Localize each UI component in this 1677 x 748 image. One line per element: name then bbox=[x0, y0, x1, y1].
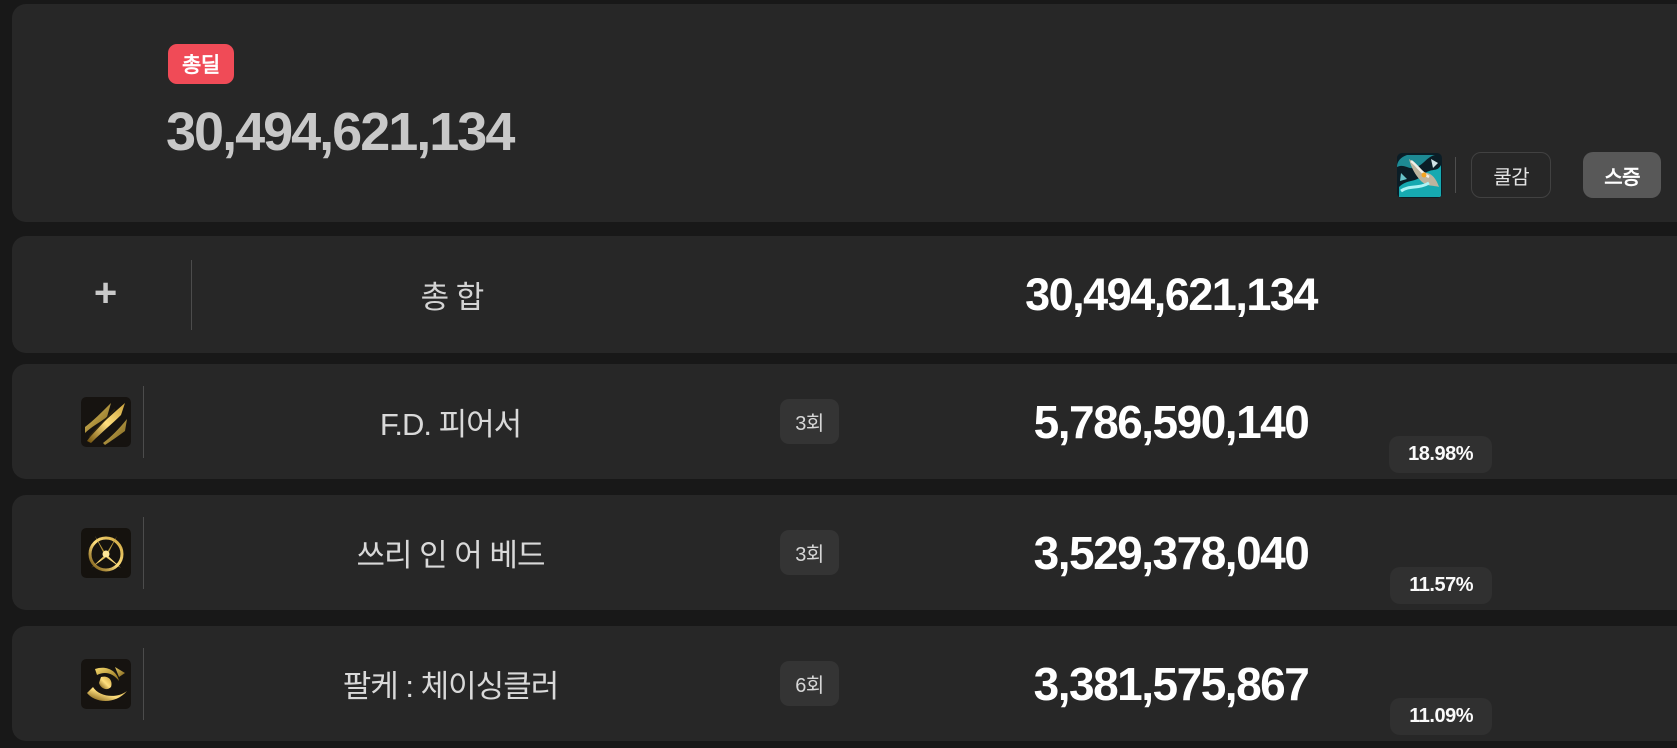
row-divider bbox=[143, 647, 144, 720]
cooldown-reduction-button[interactable]: 쿨감 bbox=[1471, 152, 1552, 198]
skill-row[interactable]: 팔케 : 체이싱클러 6회 3,381,575,867 11.09% bbox=[12, 626, 1677, 741]
row-divider bbox=[143, 516, 144, 589]
total-damage-badge: 총딜 bbox=[168, 44, 234, 84]
skill-name: 팔케 : 체이싱클러 bbox=[342, 669, 559, 704]
total-damage-panel: 총딜 30,494,621,134 쿨감 스증 bbox=[12, 4, 1677, 222]
expand-all-button[interactable]: + bbox=[86, 273, 117, 317]
damage-percent-badge: 11.09% bbox=[1390, 698, 1492, 735]
character-buff-icon[interactable] bbox=[1397, 152, 1443, 198]
total-damage-value: 30,494,621,134 bbox=[166, 102, 515, 162]
skill-damage-button[interactable]: 스증 bbox=[1583, 152, 1661, 198]
hit-count-badge: 3회 bbox=[780, 399, 839, 444]
fd-piercer-skill-icon bbox=[81, 397, 131, 447]
damage-percent-badge: 11.57% bbox=[1390, 567, 1492, 604]
hit-count-badge: 3회 bbox=[780, 530, 839, 575]
damage-percent-badge: 18.98% bbox=[1389, 436, 1492, 473]
skill-list: F.D. 피어서 3회 5,786,590,140 18.98% 쓰리 인 어 … bbox=[12, 364, 1677, 741]
header-actions: 쿨감 스증 bbox=[1397, 152, 1661, 198]
skill-name: F.D. 피어서 bbox=[379, 407, 522, 442]
summary-row: + 총 합 30,494,621,134 bbox=[12, 236, 1677, 353]
hit-count-badge: 6회 bbox=[780, 661, 839, 706]
skill-row[interactable]: 쓰리 인 어 베드 3회 3,529,378,040 11.57% bbox=[12, 495, 1677, 610]
falke-chasing-skill-icon bbox=[81, 659, 131, 709]
skill-damage-value: 3,381,575,867 bbox=[1033, 657, 1310, 710]
summary-label: 총 합 bbox=[420, 280, 485, 315]
skill-damage-value: 3,529,378,040 bbox=[1033, 526, 1310, 579]
summary-damage-value: 30,494,621,134 bbox=[1025, 268, 1318, 320]
row-divider bbox=[191, 259, 192, 330]
row-divider bbox=[143, 385, 144, 458]
expand-cell: + bbox=[12, 273, 191, 317]
skill-name: 쓰리 인 어 베드 bbox=[356, 538, 546, 573]
skill-row[interactable]: F.D. 피어서 3회 5,786,590,140 18.98% bbox=[12, 364, 1677, 479]
header-divider bbox=[1455, 157, 1457, 193]
skill-damage-value: 5,786,590,140 bbox=[1033, 395, 1310, 448]
three-in-a-bed-skill-icon bbox=[81, 528, 131, 578]
